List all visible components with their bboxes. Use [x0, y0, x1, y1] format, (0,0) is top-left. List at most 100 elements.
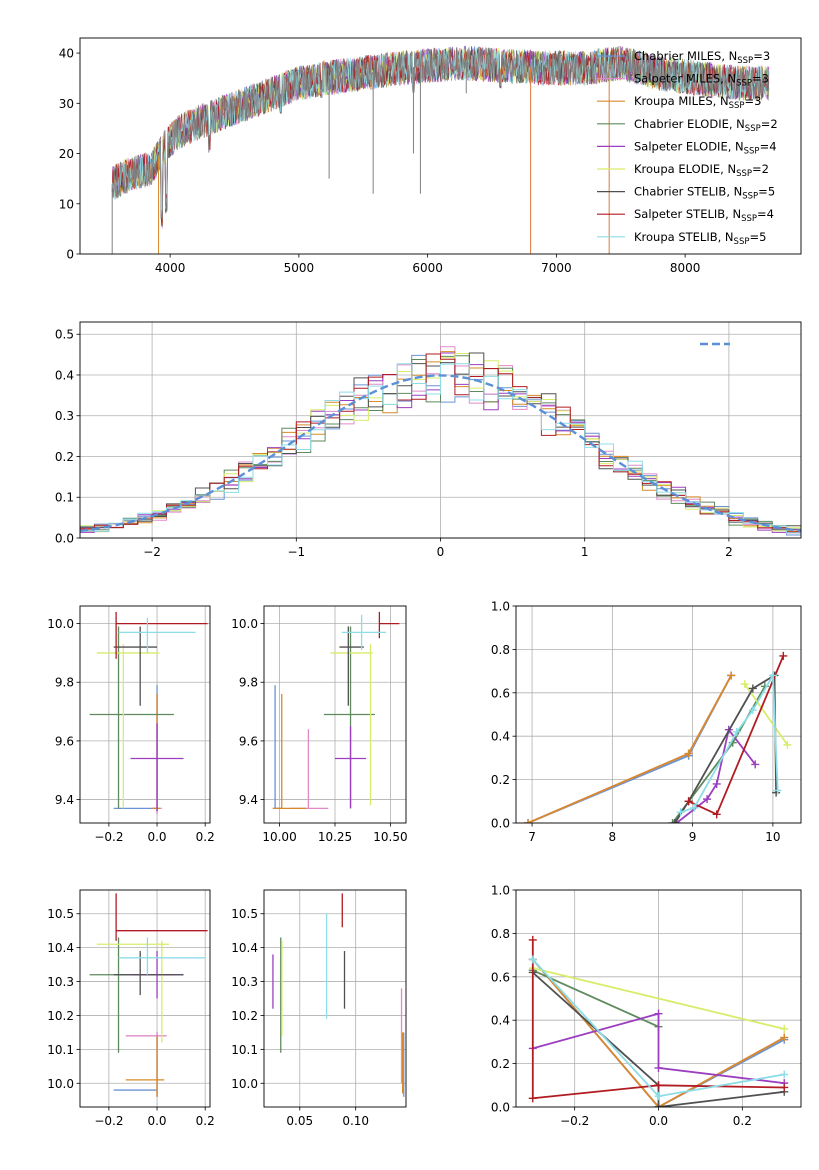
legend-nssp: 3: [763, 49, 770, 63]
chart-age-vs-Z: −0.2 0.0 0.2 9.4 9.6 9.8 10.0: [47, 605, 215, 844]
y-tick-label: 10.0: [47, 617, 74, 631]
weight-line: [532, 1012, 785, 1084]
observed-spectrum-line: [111, 45, 770, 220]
legend: Chabrier MILES, NSSP=3 Salpeter MILES, NS…: [597, 49, 778, 247]
weight-line: [532, 958, 785, 1107]
legend-entry: Kroupa ELODIE, NSSP=2: [634, 162, 769, 179]
y-tick-label: 0.6: [491, 686, 510, 700]
legend-nssp: 3: [762, 72, 769, 86]
legend-entry: Chabrier MILES, NSSP=3: [634, 49, 770, 66]
y-tick-label: 10.4: [47, 941, 74, 955]
y-tick-label: 1.0: [491, 600, 510, 614]
x-tick-label: 10.00: [262, 830, 296, 844]
x-tick-label: 4000: [155, 261, 186, 275]
legend-entry: Salpeter STELIB, NSSP=4: [634, 207, 774, 224]
model-spectrum-line: [111, 46, 770, 227]
y-tick-label: 10.0: [47, 1077, 74, 1091]
y-tick-label: 0.2: [491, 773, 510, 787]
gaussian-reference-line: [80, 374, 801, 533]
plot-area-mass-vs-ebv: [272, 893, 405, 1097]
y-tick-label: 0.5: [55, 328, 74, 342]
y-tick-label: 1.0: [491, 884, 510, 898]
y-tick-label: 10.5: [47, 907, 74, 921]
y-tick-label: 0.2: [55, 450, 74, 464]
y-tick-label: 10.4: [231, 941, 258, 955]
residual-histogram: [80, 363, 801, 538]
axes-frame: [79, 605, 211, 824]
chart-mass-vs-ebv: 0.05 0.10 10.0 10.1 10.2 10.3 10.4 10.5: [231, 889, 407, 1128]
x-tick-label: 10: [765, 830, 780, 844]
y-tick-label: 20: [59, 147, 74, 161]
x-tick-label: 0.05: [286, 1114, 313, 1128]
weight-point: [690, 803, 699, 812]
x-tick-label: 0.10: [342, 1114, 369, 1128]
weight-point: [773, 786, 782, 795]
weight-point: [524, 819, 533, 823]
x-tick-label: 0.0: [147, 830, 166, 844]
weight-point: [654, 1063, 663, 1072]
weight-point: [783, 740, 792, 749]
x-tick-label: −0.2: [560, 1114, 589, 1128]
axes-frame: [79, 321, 802, 539]
plot-area-mass-weight-vs-age: [524, 651, 792, 823]
x-tick-label: 7000: [541, 261, 572, 275]
y-tick-label: 0.2: [491, 1057, 510, 1071]
y-tick-label: 9.6: [239, 734, 258, 748]
weight-point: [732, 727, 741, 736]
weight-point: [528, 955, 537, 964]
x-tick-label: 5000: [284, 261, 315, 275]
y-tick-label: 0: [66, 248, 74, 262]
y-tick-label: 0.6: [491, 970, 510, 984]
weight-point: [528, 1094, 537, 1103]
y-tick-label: 10.1: [47, 1043, 74, 1057]
y-tick-label: 9.4: [55, 793, 74, 807]
weight-point: [654, 1009, 663, 1018]
legend-series-name: Salpeter ELODIE: [634, 139, 728, 153]
y-tick-label: 0.4: [491, 1014, 510, 1028]
weight-point: [768, 671, 777, 680]
weight-point: [748, 684, 757, 693]
weight-point: [740, 680, 749, 689]
weight-line: [527, 674, 732, 823]
weight-point: [654, 1092, 663, 1101]
x-tick-label: −0.2: [94, 830, 123, 844]
y-tick-label: 0.1: [55, 491, 74, 505]
weight-point: [712, 810, 721, 819]
plot-area-age-vs-mass: [272, 611, 400, 809]
chart-mass-weight-vs-Z: −0.2 0.0 0.2 0.0 0.2 0.4 0.6 0.8 1.0: [491, 884, 802, 1128]
axes-frame: [79, 37, 802, 255]
legend-nssp: 4: [767, 207, 774, 221]
y-tick-label: 30: [59, 97, 74, 111]
chart-mass-weight-vs-age: 7 8 9 10 0.0 0.2 0.4 0.6 0.8 1.0: [491, 600, 802, 844]
x-tick-label: 9: [689, 830, 697, 844]
legend-nssp: 3: [754, 94, 761, 108]
x-tick-label: 10.50: [373, 830, 407, 844]
x-tick-label: 2: [725, 545, 733, 559]
y-tick-label: 10.0: [231, 1077, 258, 1091]
y-tick-label: 40: [59, 47, 74, 61]
x-tick-label: −2: [143, 545, 161, 559]
legend-series-name: Kroupa ELODIE: [634, 162, 720, 176]
weight-line: [527, 674, 732, 823]
x-tick-label: 1: [581, 545, 589, 559]
x-tick-label: 7: [528, 830, 536, 844]
legend-series-name: Kroupa STELIB: [634, 230, 718, 244]
x-tick-label: 10.25: [318, 830, 352, 844]
y-tick-label: 9.4: [239, 793, 258, 807]
y-tick-label: 10.1: [231, 1043, 258, 1057]
axes-frame: [79, 889, 211, 1108]
y-tick-label: 10.0: [231, 617, 258, 631]
axes-frame: [263, 889, 407, 1108]
chart-mass-vs-Z: −0.2 0.0 0.2 10.0 10.1 10.2 10.3 10.4 10.5: [47, 889, 215, 1128]
weight-line: [532, 967, 785, 1030]
y-tick-label: 0.3: [55, 409, 74, 423]
legend-entry: Kroupa MILES, NSSP=3: [634, 94, 761, 111]
legend-nssp: 2: [770, 117, 777, 131]
y-tick-label: 10: [59, 197, 74, 211]
y-tick-label: 10.3: [231, 975, 258, 989]
chart-residuals: −2 −1 0 1 2 0.0 0.1 0.2 0.3 0.4 0.5: [55, 321, 802, 559]
weight-point: [780, 1033, 789, 1042]
legend-nssp: 2: [762, 162, 769, 176]
legend-series-name: Chabrier ELODIE: [634, 117, 729, 131]
